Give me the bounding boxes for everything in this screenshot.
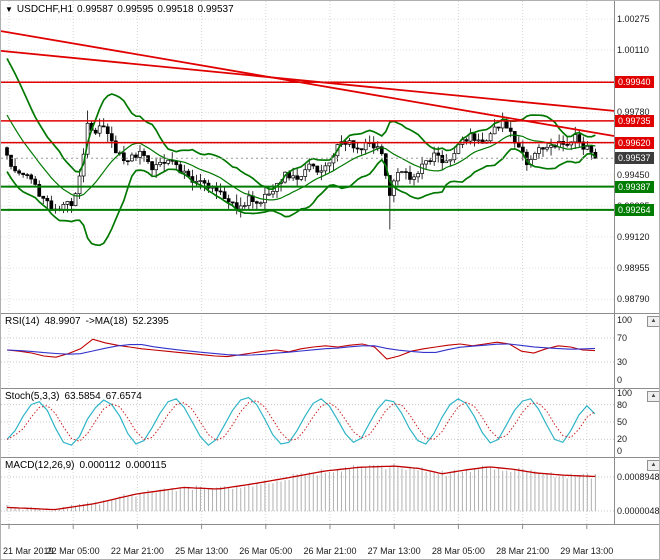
ohlc-close: 0.99537 <box>197 4 234 15</box>
price-axis[interactable] <box>615 1 659 524</box>
chart-header: ▼ USDCHF,H1 0.99587 0.99595 0.99518 0.99537 <box>5 4 238 15</box>
window-menu-icon[interactable]: ▼ <box>5 5 13 14</box>
ohlc-open: 0.99587 <box>77 4 114 15</box>
macd-signal-value: 0.000115 <box>125 460 167 471</box>
time-axis[interactable] <box>1 525 659 559</box>
ohlc-low: 0.99518 <box>157 4 194 15</box>
symbol-timeframe: USDCHF,H1 <box>16 4 74 15</box>
stoch-signal-value: 67.6574 <box>105 391 142 402</box>
macd-indicator-label: MACD(12,26,9) 0.000112 0.000115 <box>5 460 171 471</box>
rsi-value: 48.9907 <box>44 316 81 327</box>
rsi-name: RSI(14) <box>5 316 40 327</box>
macd-value: 0.000112 <box>79 460 121 471</box>
stoch-name: Stoch(5,3,3) <box>5 391 60 402</box>
stoch-indicator-label: Stoch(5,3,3) 63.5854 67.6574 <box>5 391 147 402</box>
rsi-ma-value: 52.2395 <box>132 316 169 327</box>
ohlc-high: 0.99595 <box>117 4 154 15</box>
rsi-indicator-label: RSI(14) 48.9907 ->MA(18) 52.2395 <box>5 316 174 327</box>
rsi-ma-name: ->MA(18) <box>85 316 128 327</box>
stoch-value: 63.5854 <box>64 391 101 402</box>
macd-name: MACD(12,26,9) <box>5 460 75 471</box>
